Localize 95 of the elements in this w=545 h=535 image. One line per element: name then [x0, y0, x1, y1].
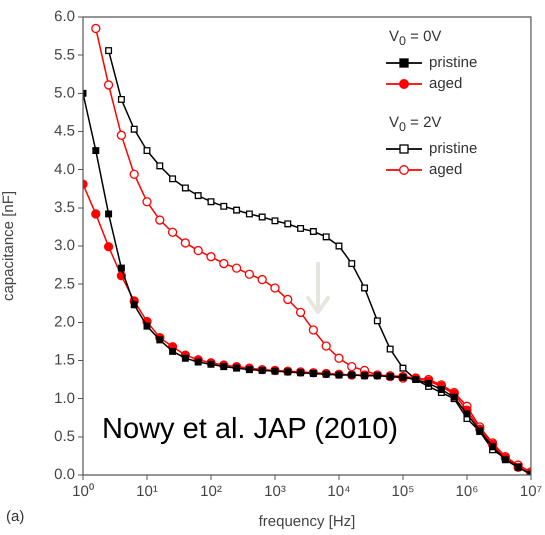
point — [386, 346, 394, 353]
point — [194, 246, 203, 256]
point — [206, 252, 216, 262]
point — [194, 192, 202, 200]
y-tick-label: 5.5 — [54, 46, 75, 64]
point — [104, 242, 114, 252]
y-tick-label: 4.0 — [54, 160, 75, 178]
point — [258, 274, 267, 284]
point — [335, 242, 342, 250]
point — [244, 270, 254, 279]
point — [219, 258, 228, 268]
annotation: V$_{0}$ = 0V — [389, 28, 442, 48]
y-tick-label: 1.5 — [54, 352, 75, 369]
point — [169, 175, 176, 182]
y-tick-label: 0.5 — [54, 428, 75, 445]
y-tick-label: 5.0 — [54, 84, 75, 102]
point — [233, 364, 240, 372]
point — [438, 386, 445, 393]
x-tick-label: 10² — [200, 483, 222, 500]
point — [322, 341, 331, 351]
legend-label: pristine — [429, 54, 478, 71]
x-tick-label: 10³ — [264, 483, 286, 500]
point — [258, 214, 266, 220]
text: (a) — [6, 508, 24, 525]
point — [208, 198, 214, 206]
x-tick-label: 10¹ — [136, 483, 158, 500]
point — [156, 336, 164, 344]
point — [348, 260, 356, 268]
x-axis-title: frequency [Hz] — [258, 513, 356, 530]
point — [297, 224, 304, 232]
point — [130, 170, 139, 179]
point — [220, 202, 228, 210]
point — [130, 126, 138, 133]
point — [144, 147, 150, 154]
point — [208, 360, 214, 368]
point — [92, 147, 100, 154]
point — [118, 264, 125, 272]
y-tick-label: 3.5 — [54, 198, 75, 216]
point — [334, 354, 344, 363]
x-tick-label: 10⁰ — [72, 483, 94, 500]
point — [489, 443, 496, 450]
y-axis-title: capacitance [nF] — [0, 190, 18, 302]
point — [116, 130, 126, 140]
point — [374, 317, 381, 324]
point — [271, 217, 278, 224]
point — [104, 80, 114, 90]
x-tick-label: 10⁵ — [392, 483, 414, 500]
point — [130, 301, 138, 308]
point — [220, 363, 228, 370]
point — [91, 209, 100, 219]
y-tick-label: 0.0 — [54, 466, 75, 484]
point — [322, 233, 330, 240]
point — [308, 325, 318, 335]
point — [118, 96, 125, 103]
x-tick-label: 10⁷ — [520, 483, 542, 500]
point — [182, 354, 189, 362]
point — [284, 220, 292, 228]
point — [270, 283, 280, 293]
point — [233, 206, 240, 214]
point — [91, 24, 100, 34]
y-tick-label: 2.5 — [54, 275, 75, 292]
y-tick-label: 3.0 — [54, 237, 75, 254]
annotation: Nowy et al. JAP (2010) — [100, 412, 400, 446]
point — [156, 162, 164, 170]
y-tick-label: 6.0 — [54, 8, 75, 26]
point — [425, 380, 432, 387]
point — [246, 210, 253, 218]
legend-label: aged — [429, 75, 462, 92]
annotation: V$_{0}$ = 2V — [389, 114, 442, 134]
point — [347, 362, 356, 372]
point — [144, 322, 150, 330]
point — [463, 410, 470, 418]
y-tick-label: 4.5 — [54, 122, 75, 140]
y-tick-label: 1.0 — [54, 390, 75, 407]
point — [182, 184, 189, 192]
point — [194, 358, 202, 366]
point — [105, 47, 112, 54]
point — [310, 228, 317, 235]
y-tick-label: 2.0 — [54, 313, 75, 330]
point — [169, 348, 176, 355]
point — [399, 364, 406, 372]
legend-label: aged — [429, 161, 462, 178]
point — [232, 263, 242, 273]
point — [168, 228, 178, 237]
point — [246, 366, 253, 374]
x-tick-label: 10⁶ — [456, 483, 478, 500]
point — [142, 197, 152, 206]
legend-label: pristine — [429, 140, 478, 157]
point — [296, 308, 306, 318]
point — [361, 284, 368, 292]
point — [105, 210, 112, 218]
x-tick-label: 10⁴ — [327, 483, 351, 500]
point — [283, 294, 292, 304]
point — [180, 238, 190, 248]
point — [155, 215, 164, 225]
